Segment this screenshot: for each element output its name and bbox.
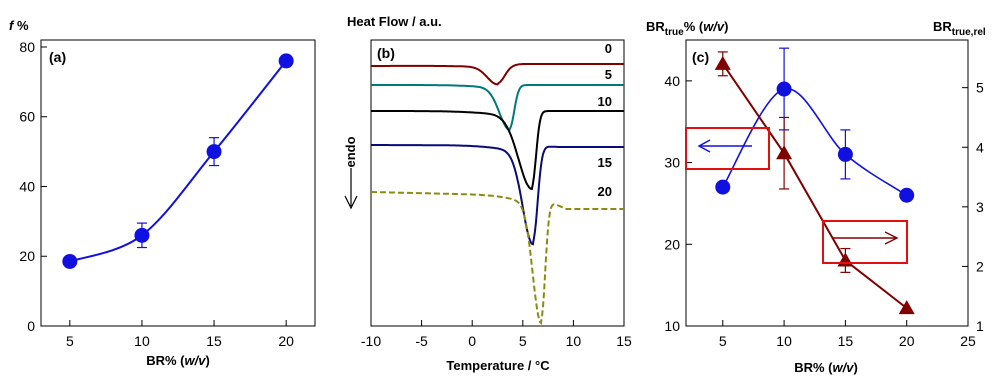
a-x-tick-label: 20 bbox=[278, 333, 294, 349]
a-x-tick-label: 5 bbox=[66, 333, 74, 349]
panel-c-frame bbox=[685, 39, 969, 327]
thermogram-label-15: 15 bbox=[598, 155, 612, 170]
right-axis-indicator bbox=[822, 220, 908, 264]
c-blue-data-point bbox=[899, 187, 915, 203]
a-y-tick-label: 60 bbox=[19, 109, 35, 125]
c-blue-data-point bbox=[715, 179, 731, 195]
a-data-point bbox=[62, 253, 78, 269]
c-right-tick-label: 2 bbox=[976, 258, 984, 274]
c-red-data-point bbox=[714, 55, 731, 70]
c-blue-data-point bbox=[837, 146, 853, 162]
c-right-tick-label: 3 bbox=[976, 199, 984, 215]
c-left-tick-label: 10 bbox=[664, 318, 680, 334]
a-y-tick-label: 80 bbox=[19, 39, 35, 55]
panel-a-ylabel: f % bbox=[9, 18, 29, 33]
c-x-tick-label: 5 bbox=[719, 333, 727, 349]
b-x-tick-label: 15 bbox=[616, 333, 632, 349]
panel-b-ylabel: Heat Flow / a.u. bbox=[347, 14, 442, 29]
c-right-tick-label: 1 bbox=[976, 318, 984, 334]
b-x-tick-label: -10 bbox=[361, 333, 381, 349]
c-red-data-point bbox=[776, 145, 793, 160]
a-y-tick-label: 20 bbox=[19, 248, 35, 264]
panel-c-x-ticks: 5 10 15 20 25 bbox=[719, 320, 976, 349]
c-red-data-point bbox=[837, 252, 854, 267]
panel-b-frame bbox=[370, 39, 625, 327]
thermogram-label-20: 20 bbox=[598, 184, 612, 199]
panel-c-left-ylabel: BRtrue% (w/v) bbox=[646, 19, 729, 38]
c-right-tick-label: 4 bbox=[976, 139, 984, 155]
a-data-point bbox=[206, 144, 222, 160]
panel-a-label: (a) bbox=[49, 49, 66, 65]
panel-c-red-line bbox=[721, 63, 908, 309]
panel-a-frame bbox=[40, 39, 316, 327]
panel-c-xlabel: BR% (w/v) bbox=[794, 360, 858, 375]
panel-b-label: (b) bbox=[377, 45, 395, 61]
c-left-tick-label: 30 bbox=[664, 155, 680, 171]
panel-c-blue-points bbox=[715, 47, 915, 203]
c-x-tick-label: 20 bbox=[899, 333, 915, 349]
c-left-tick-label: 20 bbox=[664, 236, 680, 252]
panel-c-red-points bbox=[714, 51, 915, 315]
panel-a-xlabel: BR% (w/v) bbox=[146, 353, 210, 368]
panel-c-left-ticks: 10 20 30 40 bbox=[664, 73, 692, 334]
endo-arrow bbox=[344, 168, 358, 210]
thermogram-label-0: 0 bbox=[605, 41, 612, 56]
a-y-tick-label: 40 bbox=[19, 178, 35, 194]
thermogram-label-5: 5 bbox=[605, 67, 612, 82]
thermogram-5 bbox=[371, 84, 624, 131]
thermogram-label-10: 10 bbox=[598, 94, 612, 109]
panel-a-y-ticks: 0 20 40 60 80 bbox=[19, 39, 47, 334]
b-x-tick-label: 5 bbox=[519, 333, 527, 349]
c-red-data-point bbox=[898, 300, 915, 315]
c-x-tick-label: 15 bbox=[838, 333, 854, 349]
panel-b-x-ticks: -10 -5 0 5 10 15 bbox=[361, 320, 632, 349]
a-x-tick-label: 15 bbox=[206, 333, 222, 349]
panel-a-curve bbox=[69, 60, 287, 263]
c-right-tick-label: 5 bbox=[976, 80, 984, 96]
panel-b-xlabel: Temperature / °C bbox=[446, 358, 550, 373]
endo-label: endo bbox=[343, 136, 358, 167]
b-x-tick-label: 10 bbox=[566, 333, 582, 349]
c-x-tick-label: 10 bbox=[776, 333, 792, 349]
thermogram-10 bbox=[371, 110, 624, 191]
c-x-tick-label: 25 bbox=[960, 333, 976, 349]
panel-a-points bbox=[62, 53, 294, 269]
panel-a-x-ticks: 5 10 15 20 bbox=[66, 320, 294, 349]
panel-c-right-ylabel: BRtrue,rel bbox=[933, 19, 986, 38]
left-axis-indicator bbox=[685, 127, 770, 170]
panel-c-right-ticks: 1 2 3 4 5 bbox=[962, 80, 984, 334]
panel-c-label: (c) bbox=[692, 49, 709, 65]
panel-c: BRtrue% (w/v) BRtrue,rel (c) BR% (w/v) 5… bbox=[646, 19, 986, 375]
a-x-tick-label: 10 bbox=[134, 333, 150, 349]
thermogram-20 bbox=[371, 191, 624, 325]
panel-b: Heat Flow / a.u. (b) Temperature / °C en… bbox=[343, 14, 632, 373]
a-y-tick-label: 0 bbox=[27, 318, 35, 334]
panel-c-blue-curve bbox=[722, 88, 908, 196]
b-x-tick-label: 0 bbox=[468, 333, 476, 349]
panel-a: f % (a) BR% (w/v) 5 10 15 20 0 20 40 60 80 bbox=[9, 18, 316, 368]
b-x-tick-label: -5 bbox=[415, 333, 428, 349]
a-data-point bbox=[278, 53, 294, 69]
a-data-point bbox=[134, 227, 150, 243]
c-left-tick-label: 40 bbox=[664, 73, 680, 89]
c-blue-data-point bbox=[776, 81, 792, 97]
thermogram-0 bbox=[371, 63, 624, 86]
thermogram-15 bbox=[371, 144, 624, 246]
